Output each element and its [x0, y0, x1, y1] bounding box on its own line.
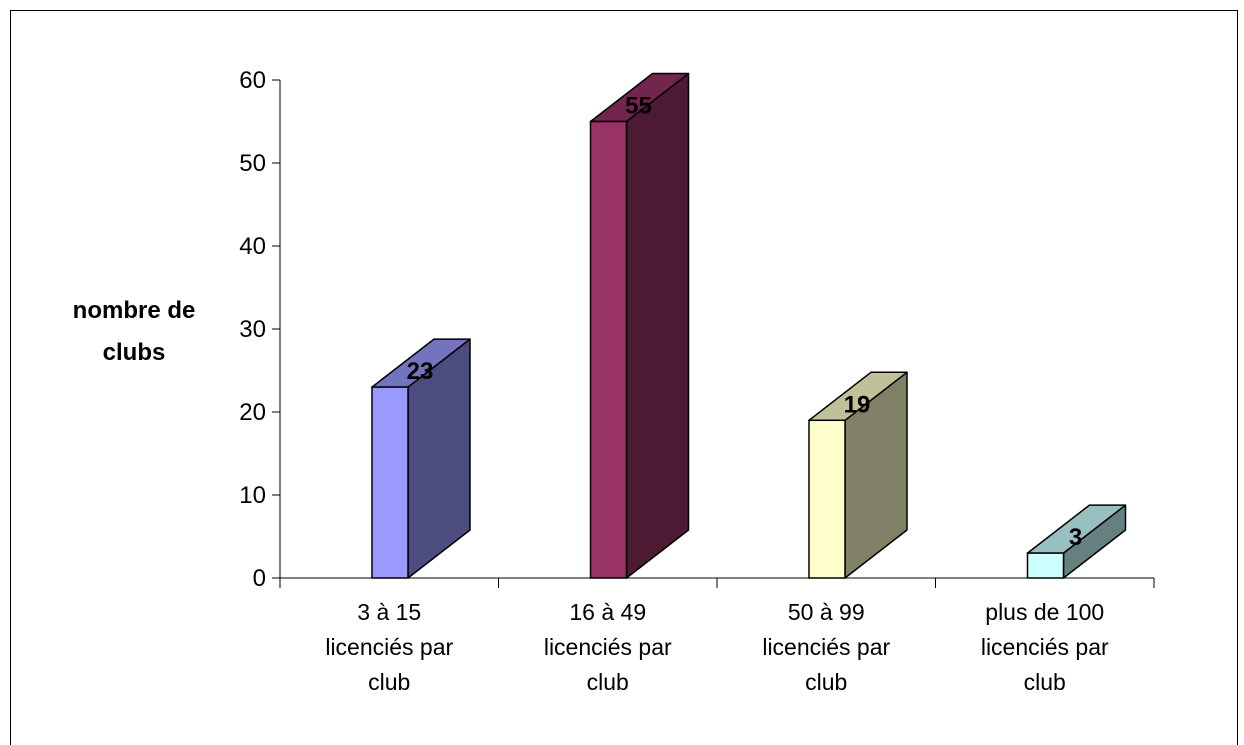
bar: [589, 72, 690, 579]
bar-front-face: [589, 120, 628, 579]
x-tick-label-line: 50 à 99: [788, 599, 865, 625]
x-tick-label-line: club: [368, 669, 410, 695]
x-tick-label-line: club: [587, 669, 629, 695]
data-label: 3: [1069, 524, 1082, 551]
y-tick-label: 10: [239, 482, 266, 509]
bar-front-face: [1026, 552, 1065, 579]
data-label: 23: [407, 358, 434, 385]
bar: [1026, 504, 1127, 579]
data-labels: 23 55 19 3: [407, 93, 1083, 552]
y-tick-label: 60: [239, 67, 266, 94]
y-tick-label: 20: [239, 399, 266, 426]
y-tick-label: 50: [239, 150, 266, 177]
x-tick-label-line: club: [805, 669, 847, 695]
x-tick-label-line: licenciés par: [325, 634, 453, 660]
bar-front-face: [808, 419, 846, 579]
bar: [808, 371, 908, 579]
y-axis-label-line-1: nombre de: [73, 297, 196, 324]
bar: [371, 338, 471, 579]
y-tick-label: 30: [239, 316, 266, 343]
x-tick-label-line: club: [1024, 669, 1066, 695]
data-label: 19: [844, 391, 871, 418]
data-label: 55: [625, 93, 652, 120]
y-axis-label-line-2: clubs: [103, 339, 166, 366]
x-tick-label-line: licenciés par: [544, 634, 672, 660]
bars: [371, 72, 1127, 579]
x-tick-label: 16 à 49 licenciés par club: [544, 599, 672, 695]
x-tick-label-line: licenciés par: [981, 634, 1109, 660]
bar-front-face: [371, 386, 409, 579]
y-axis-label: nombre de clubs: [73, 297, 196, 366]
x-tick-label: 3 à 15 licenciés par club: [325, 599, 453, 695]
x-tick-label-line: 16 à 49: [569, 599, 646, 625]
bar-side-face: [625, 72, 690, 579]
y-tick-label: 40: [239, 233, 266, 260]
x-tick-label: 50 à 99 licenciés par club: [762, 599, 890, 695]
x-tick-label-line: licenciés par: [762, 634, 890, 660]
y-tick-label: 0: [253, 565, 266, 592]
x-tick-label-line: 3 à 15: [357, 599, 421, 625]
x-tick-label-line: plus de 100: [985, 599, 1104, 625]
x-tick-label: plus de 100 licenciés par club: [981, 599, 1109, 695]
